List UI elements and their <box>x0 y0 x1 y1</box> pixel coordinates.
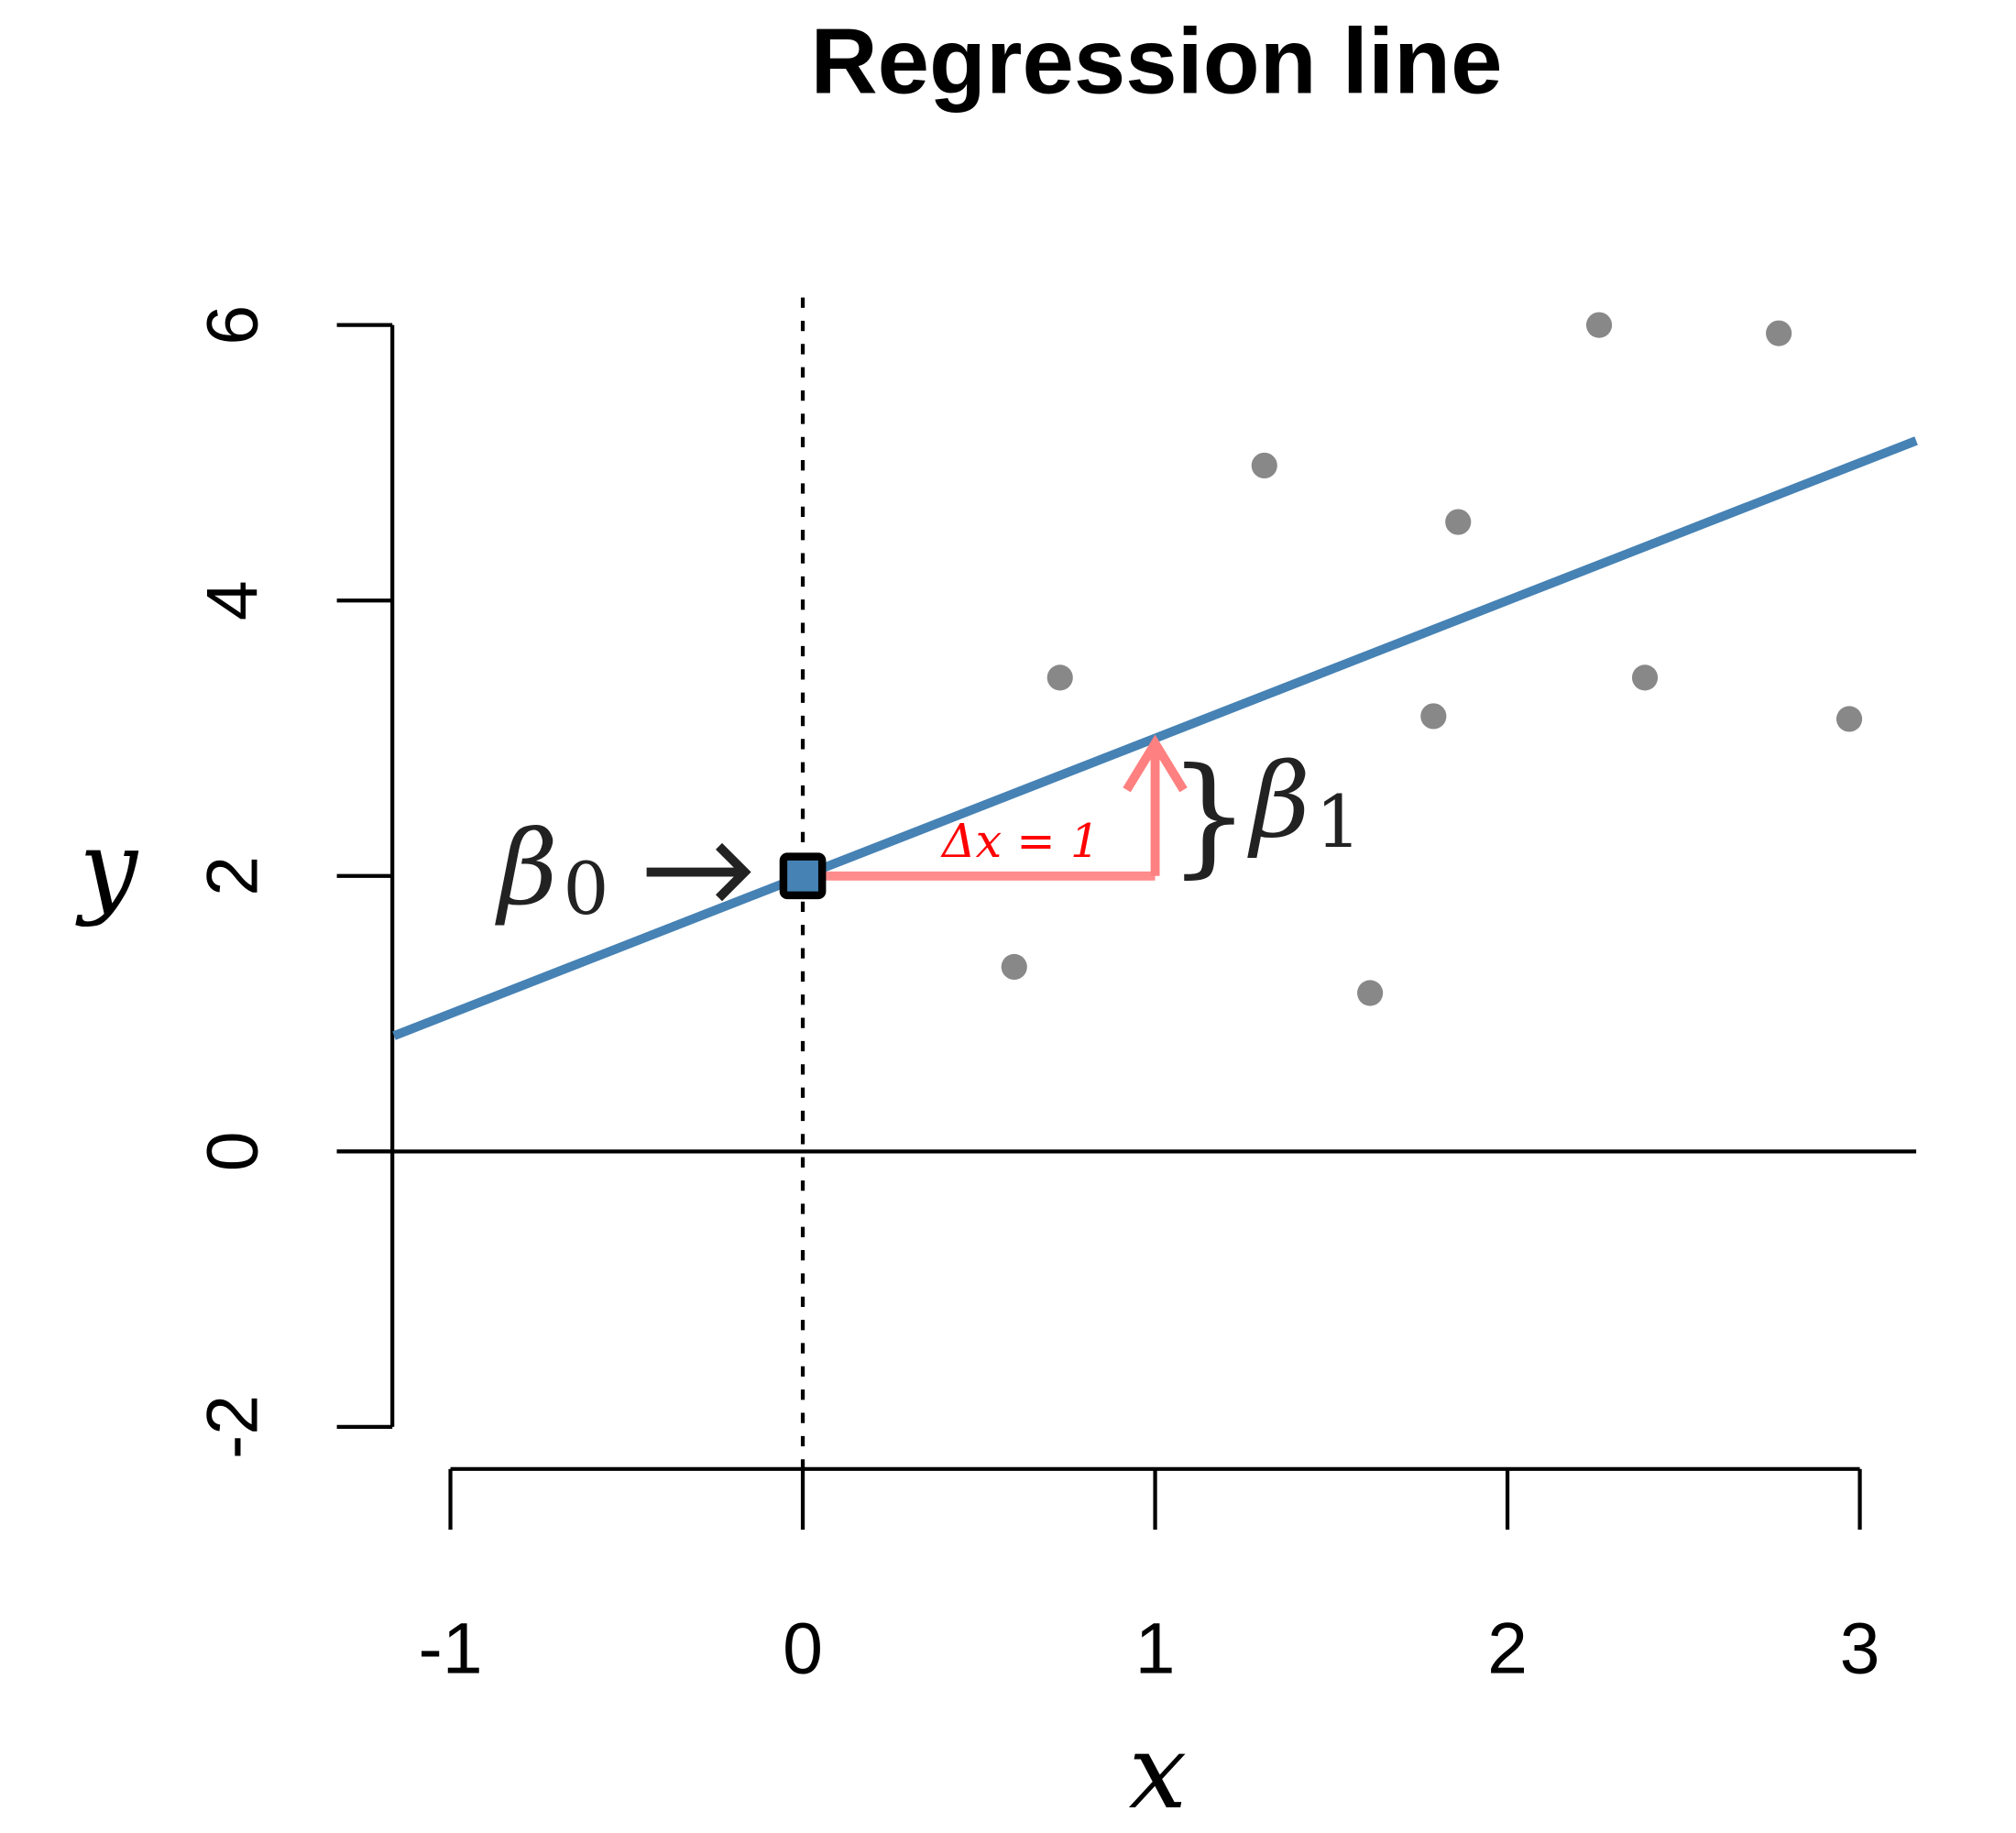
x-tick-label: -1 <box>418 1608 482 1688</box>
data-point <box>1420 703 1447 730</box>
data-point <box>1835 706 1863 732</box>
y-axis-label: y <box>74 807 138 928</box>
x-tick-label: 2 <box>1487 1608 1528 1688</box>
data-point <box>1585 312 1613 338</box>
beta0-arrowhead <box>716 842 751 902</box>
data-point <box>1357 980 1384 1006</box>
intercept-marker <box>779 852 827 900</box>
axes: -2 0 2 4 6 -1 0 1 2 3 <box>192 305 1879 1689</box>
x-tick-label: 3 <box>1840 1608 1880 1688</box>
delta-x-label: Δx = 1 <box>940 814 1100 868</box>
data-point <box>1445 509 1472 535</box>
y-tick-label: -2 <box>192 1395 272 1459</box>
x-tick-label: 1 <box>1135 1608 1176 1688</box>
data-point <box>1046 664 1073 691</box>
y-tick-label: 2 <box>192 856 272 896</box>
data-point <box>1001 953 1027 981</box>
data-point <box>1766 320 1792 346</box>
x-tick-label: 0 <box>783 1608 823 1688</box>
y-tick-label: 6 <box>192 305 272 346</box>
beta1-brace: } <box>1168 741 1251 891</box>
marks <box>336 297 1918 1469</box>
data-point <box>1631 664 1659 691</box>
y-tick-label: 0 <box>192 1131 272 1171</box>
chart-title: Regression line <box>810 9 1502 113</box>
delta-y-arrowhead <box>1123 734 1188 793</box>
x-axis-label: x <box>1129 1711 1188 1832</box>
y-tick-label: 4 <box>192 580 272 620</box>
data-point <box>1251 452 1277 479</box>
